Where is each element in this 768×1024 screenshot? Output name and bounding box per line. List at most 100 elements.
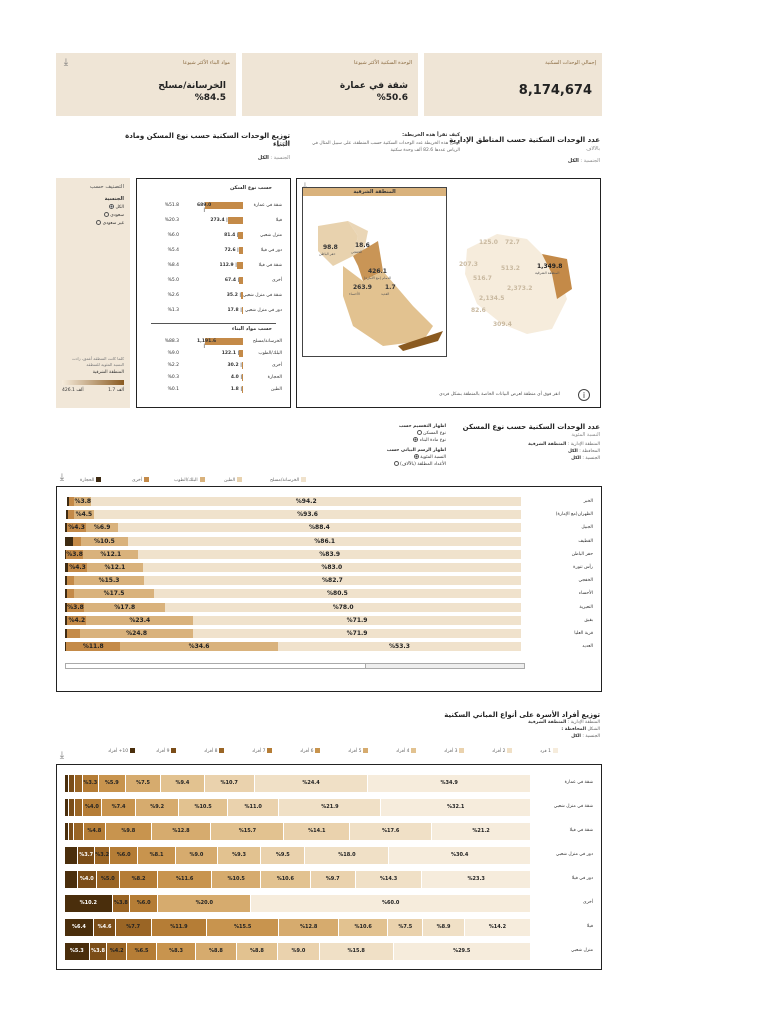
stacked-bar[interactable]: %32.1 %21.9 %11.0 %10.5 %9.2 %7.4 %4.0 — [65, 799, 531, 816]
stacked-bar[interactable]: %82.7 %15.3 — [65, 576, 521, 586]
filter-governorate[interactable]: المحافظة : الكل — [567, 449, 600, 454]
bar-segment[interactable]: %8.3 — [157, 943, 196, 960]
bar-segment[interactable]: %14.3 — [355, 871, 423, 888]
bar-segment[interactable] — [65, 589, 67, 599]
bar-segment[interactable]: %20.0 — [158, 895, 252, 912]
bar-segment[interactable]: %9.7 — [310, 871, 356, 888]
bar-fill[interactable] — [205, 338, 243, 345]
bar-segment[interactable]: %15.7 — [211, 823, 285, 840]
bar-segment[interactable]: %3.7 — [78, 847, 96, 864]
radio-all[interactable]: الكل — [94, 204, 124, 212]
bar-fill[interactable] — [241, 307, 243, 314]
bar-segment[interactable]: %18.0 — [305, 847, 390, 864]
bar-segment[interactable] — [65, 510, 69, 520]
bar-fill[interactable] — [241, 292, 243, 299]
bar-segment[interactable]: %34.9 — [368, 775, 531, 792]
region-map-svg[interactable] — [303, 196, 448, 356]
bar-segment[interactable] — [65, 642, 67, 652]
bar-segment[interactable] — [65, 536, 73, 546]
stacked-bar[interactable]: %14.2 %8.9 %7.5 %10.6 %12.8 %15.5 %11.9 %7.7 %4.… — [64, 919, 531, 936]
bar-segment[interactable]: %4.0 — [83, 799, 102, 816]
bar-fill[interactable] — [205, 202, 243, 209]
bar-segment[interactable]: %12.8 — [151, 823, 212, 840]
filter-nationality[interactable]: الجنسية : الكل — [571, 456, 600, 461]
bar-segment[interactable] — [65, 847, 79, 864]
bar-segment[interactable]: %71.9 — [193, 629, 521, 638]
bar-segment[interactable]: %10.6 — [339, 919, 389, 936]
bar-segment[interactable] — [66, 629, 81, 638]
radio-saudi[interactable]: سعودي — [94, 212, 124, 220]
bar-segment[interactable]: %14.1 — [284, 823, 351, 840]
bar-segment[interactable]: %10.5 — [80, 536, 129, 546]
bar-segment[interactable]: %11.8 — [66, 642, 121, 652]
bar-segment[interactable] — [65, 823, 69, 840]
bar-segment[interactable]: %10.5 — [212, 871, 262, 888]
bar-segment[interactable]: %14.2 — [464, 919, 531, 936]
bar-segment[interactable]: %5.3 — [65, 943, 90, 960]
bar-segment[interactable] — [74, 775, 84, 792]
bar-fill[interactable] — [238, 232, 243, 239]
bar-segment[interactable]: %6.0 — [110, 847, 139, 864]
bar-segment[interactable] — [65, 629, 67, 638]
bar-segment[interactable]: %21.2 — [432, 823, 531, 840]
radio-material[interactable]: نوع مادة البناء — [380, 437, 446, 444]
ksa-map[interactable] — [457, 229, 577, 339]
bar-segment[interactable]: %29.5 — [393, 943, 531, 960]
bar-segment[interactable]: %4.2 — [67, 615, 87, 625]
bar-segment[interactable]: %17.6 — [350, 823, 433, 840]
bar-segment[interactable]: %7.7 — [115, 919, 152, 936]
bar-segment[interactable]: %17.5 — [74, 589, 154, 599]
bar-segment[interactable]: %6.9 — [86, 523, 118, 533]
stacked-bar[interactable]: %34.9 %24.4 %10.7 %9.4 %7.5 %5.9 %3.3 — [65, 775, 531, 792]
stacked-bar[interactable]: %60.0 %20.0 %6.0 %3.8 %10.2 — [65, 895, 531, 912]
bar-fill[interactable] — [242, 374, 243, 381]
stacked-bar[interactable]: %86.1 %10.5 — [65, 536, 521, 546]
bar-segment[interactable]: %3.8 — [74, 497, 92, 506]
bar-segment[interactable]: %83.0 — [142, 563, 521, 572]
bar-segment[interactable]: %10.2 — [65, 895, 113, 912]
bar-fill[interactable] — [227, 217, 243, 224]
filter-nationality-left[interactable]: الجنسية : الكل — [257, 155, 290, 161]
stacked-bar[interactable]: %30.4 %18.0 %9.5 %9.3 %9.0 %8.1 %6.0 %3.2 %3.7 — [65, 847, 531, 864]
bar-fill[interactable] — [242, 386, 243, 393]
bar-segment[interactable]: %24.8 — [80, 629, 194, 638]
bar-segment[interactable] — [74, 823, 84, 840]
bar-segment[interactable]: %11.0 — [228, 799, 280, 816]
filter-nationality[interactable]: الجنسية : الكل — [571, 734, 600, 739]
bar-segment[interactable]: %60.0 — [251, 895, 531, 912]
bar-segment[interactable] — [65, 775, 70, 792]
bar-segment[interactable] — [74, 799, 84, 816]
bar-segment[interactable]: %23.3 — [422, 871, 531, 888]
download-icon[interactable]: ⤓ — [299, 181, 311, 193]
bar-segment[interactable]: %11.9 — [151, 919, 208, 936]
download-icon[interactable]: ⤓ — [59, 472, 65, 483]
bar-segment[interactable] — [65, 549, 66, 559]
stacked-bar[interactable]: %78.0 %17.8 %3.8 — [65, 602, 521, 612]
bar-segment[interactable]: %80.5 — [153, 589, 521, 599]
bar-segment[interactable]: %6.0 — [130, 895, 159, 912]
bar-segment[interactable] — [69, 799, 75, 816]
region-map[interactable]: المنطقة الشرقية 98.8 حفر الباطن 18.6 الخفجي… — [302, 187, 447, 357]
bar-fill[interactable] — [239, 350, 243, 357]
filter-region[interactable]: المنطقة الإدارية : المنطقة الشرقية — [528, 720, 600, 725]
bar-segment[interactable]: %17.8 — [84, 602, 166, 612]
bar-segment[interactable]: %21.9 — [279, 799, 382, 816]
bar-segment[interactable] — [65, 871, 79, 888]
bar-segment[interactable]: %8.9 — [423, 919, 465, 936]
bar-segment[interactable]: %78.0 — [165, 602, 521, 612]
bar-segment[interactable]: %7.4 — [101, 799, 137, 816]
bar-segment[interactable]: %9.3 — [217, 847, 262, 864]
bar-segment[interactable] — [66, 497, 69, 506]
bar-segment[interactable]: %4.5 — [73, 510, 95, 520]
bar-fill[interactable] — [236, 262, 243, 269]
bar-segment[interactable] — [68, 497, 75, 506]
stacked-bar[interactable]: %71.9 %24.8 — [65, 629, 521, 638]
bar-segment[interactable] — [69, 775, 75, 792]
filter-region[interactable]: المنطقة الإدارية : المنطقة الشرقية — [528, 442, 600, 447]
filter-governorate[interactable]: الشكل المحافظة : — [561, 727, 600, 732]
bar-segment[interactable]: %5.0 — [96, 871, 120, 888]
bar-segment[interactable]: %8.1 — [138, 847, 176, 864]
bar-segment[interactable]: %24.4 — [254, 775, 369, 792]
stacked-bar[interactable]: %80.5 %17.5 — [65, 589, 521, 599]
bar-segment[interactable]: %15.5 — [207, 919, 280, 936]
